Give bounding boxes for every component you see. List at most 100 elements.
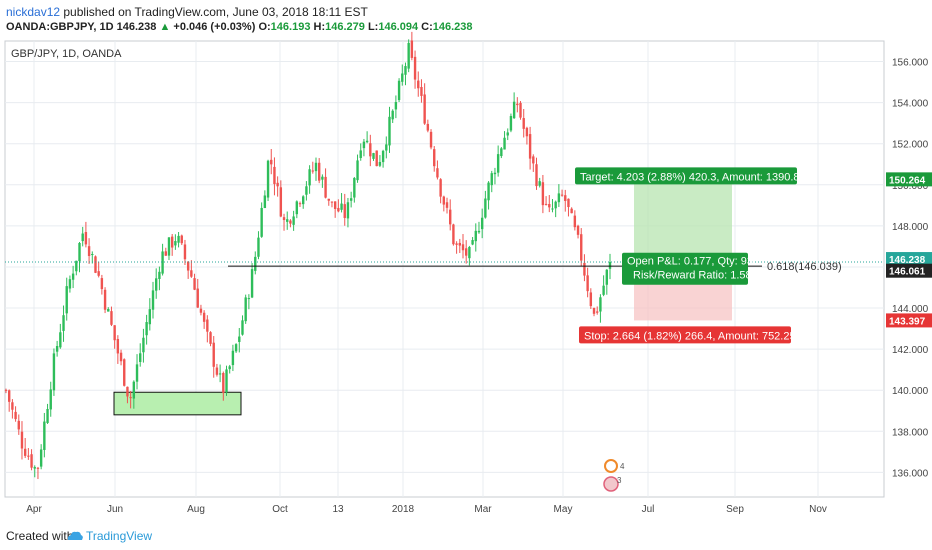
event-badge-icon[interactable] — [604, 459, 618, 473]
candle-body — [362, 141, 366, 149]
y-tick-label: 142.000 — [892, 345, 929, 356]
candle-body — [375, 150, 378, 167]
price-label-target — [886, 172, 932, 187]
candle-body — [551, 208, 554, 210]
candle-body — [506, 132, 509, 136]
candle-body — [107, 309, 110, 312]
candle-body — [49, 389, 52, 410]
candle-body — [522, 118, 525, 129]
pnl-text: Open P&L: 0.177, Qty: 93 — [627, 256, 753, 268]
y-tick-label: 144.000 — [892, 304, 929, 315]
x-tick-label: 2018 — [392, 504, 415, 515]
event-badge-icon[interactable] — [603, 476, 619, 492]
candle-body — [94, 256, 97, 273]
candle-body — [23, 448, 27, 456]
candle-body — [404, 66, 407, 75]
tradingview-logo-icon[interactable] — [66, 529, 84, 547]
candle-body — [580, 234, 583, 261]
candlestick-series — [4, 31, 612, 480]
candle-body — [170, 236, 174, 248]
candle-body — [84, 232, 88, 245]
candle-body — [225, 369, 228, 393]
candle-body — [46, 408, 49, 423]
candle-body — [567, 198, 570, 208]
candle-body — [340, 203, 343, 210]
candle-body — [123, 359, 126, 386]
candle-body — [324, 176, 327, 198]
candle-body — [429, 131, 433, 148]
candle-body — [592, 307, 596, 314]
change-up-icon: ▲ — [159, 21, 171, 33]
candle-body — [356, 160, 359, 181]
candle-body — [397, 80, 401, 101]
candle-body — [346, 202, 350, 219]
candle-body — [433, 149, 436, 167]
candle-body — [535, 164, 538, 187]
candle-body — [420, 87, 423, 96]
created-with-text: Created with — [6, 529, 74, 543]
candle-body — [394, 102, 398, 110]
candle-body — [426, 123, 430, 131]
stop-label-text: Stop: 2.664 (1.82%) 266.4, Amount: 752.2… — [584, 330, 796, 342]
candle-body — [464, 248, 468, 256]
candle-body — [302, 196, 305, 205]
candle-body — [65, 286, 68, 314]
candle-body — [231, 350, 235, 366]
profit-zone — [634, 179, 732, 266]
candle-body — [557, 193, 561, 203]
candle-body — [27, 455, 30, 457]
candle-body — [234, 344, 238, 352]
x-tick-label: Apr — [26, 504, 42, 515]
candle-body — [103, 289, 107, 310]
plot-frame — [4, 40, 885, 498]
candle-body — [238, 336, 241, 342]
candle-body — [330, 201, 334, 203]
candle-body — [17, 420, 20, 430]
candle-body — [193, 278, 196, 290]
price-label-mark — [886, 263, 932, 278]
candle-body — [321, 176, 324, 180]
candle-body — [180, 235, 183, 244]
x-tick-label: Jul — [642, 504, 655, 515]
tradingview-brand-link[interactable]: TradingView — [86, 529, 153, 543]
close-label: C: — [421, 21, 433, 33]
pnl-box — [622, 252, 748, 285]
chart-title: GBP/JPY, 1D, OANDA — [11, 48, 122, 60]
candle-body — [544, 203, 548, 205]
target-label-text: Target: 4.203 (2.88%) 420.3, Amount: 139… — [580, 171, 806, 183]
high-value: 146.279 — [325, 21, 365, 33]
candle-body — [512, 101, 516, 119]
price-chart[interactable]: 0.618(146.039) Target: 4.203 (2.88%) 420.… — [0, 0, 932, 521]
candle-body — [365, 140, 369, 143]
candle-body — [468, 247, 471, 259]
y-tick-label: 148.000 — [892, 222, 929, 233]
candle-body — [493, 172, 497, 175]
candle-body — [359, 150, 362, 158]
candle-body — [311, 170, 314, 172]
candle-body — [576, 225, 580, 235]
publish-info: published on TradingView.com, June 03, 2… — [60, 5, 368, 19]
candle-body — [199, 308, 203, 313]
candle-body — [560, 194, 564, 196]
close-value: 146.238 — [432, 21, 473, 33]
price-label-last — [886, 252, 932, 267]
author-link[interactable]: nickdav12 — [6, 5, 61, 19]
price-axis[interactable]: 136.000 138.000 140.000 142.000 144.000 146.0… — [886, 58, 932, 480]
candle-body — [139, 353, 142, 362]
candle-body — [353, 178, 356, 198]
time-axis[interactable]: Apr Jun Aug Oct 13 2018 Mar May Jul Sep Nov — [26, 504, 827, 515]
candle-body — [145, 322, 148, 336]
footer: Created with TradingView — [0, 521, 932, 550]
candle-body — [282, 217, 286, 221]
candle-body — [132, 381, 136, 399]
candle-body — [167, 237, 171, 256]
candle-body — [135, 364, 139, 382]
open-value: 146.193 — [270, 21, 311, 33]
x-tick-label: Aug — [187, 504, 205, 515]
x-tick-label: Jun — [107, 504, 123, 515]
candle-body — [484, 198, 487, 218]
price-label-mark-text: 146.061 — [889, 267, 926, 278]
candle-body — [215, 367, 219, 375]
candle-body — [148, 309, 152, 325]
candle-body — [263, 195, 267, 209]
